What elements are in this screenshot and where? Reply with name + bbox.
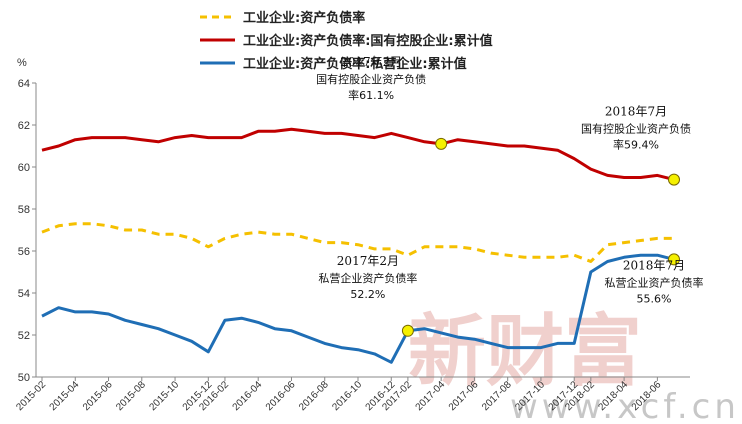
y-tick-label: 58 [18,204,30,216]
annotation-text: 国有控股企业资产负债 [581,122,691,136]
legend-label: 工业企业:资产负债率:国有控股企业:累计值 [243,33,493,49]
x-tick-label: 2016-04 [231,379,265,413]
x-tick-label: 2015-02 [14,379,48,413]
annotation-date: 2017年2月 [337,254,399,268]
legend: 工业企业:资产负债率工业企业:资产负债率:国有控股企业:累计值工业企业:资产负债… [200,10,493,72]
annotation-date: 2018年7月 [623,258,685,272]
y-tick-label: 60 [18,162,30,174]
watermark-url: www.xcf.cn [510,387,740,424]
y-tick-label: 52 [18,330,30,342]
annotations: 2017年2月国有控股企业资产负债率61.1%2018年7月国有控股企业资产负债… [316,55,704,337]
x-tick-label: 2015-06 [81,379,115,413]
annotation-marker [668,173,680,186]
x-tick-label: 2015-08 [114,379,148,413]
x-tick-label: 2015-04 [48,379,82,413]
series-line-2 [41,253,675,364]
annotation-text: 国有控股企业资产负债 [316,72,426,86]
y-tick-label: 54 [18,288,30,300]
annotation-marker [401,324,414,337]
x-tick-label: 2016-08 [297,379,331,413]
annotation-date: 2017年2月 [340,55,402,69]
watermark-chinese: 新财富 [408,306,642,397]
annotation-text: 私营企业资产负债率 [605,275,704,289]
annotation-text: 私营企业资产负债率 [318,271,417,285]
annotation-text: 55.6% [637,292,672,305]
annotation-text: 率59.4% [613,138,659,152]
legend-label: 工业企业:资产负债率:私营企业:累计值 [243,56,467,72]
annotation-marker [435,137,448,150]
annotation-date: 2018年7月 [605,105,667,119]
y-axis-label: % [17,57,27,69]
annotation-marker [668,253,680,266]
y-tick-label: 56 [18,246,30,258]
annotation-text: 52.2% [350,288,385,301]
legend-label: 工业企业:资产负债率 [243,10,365,26]
x-tick-label: 2015-10 [147,379,181,413]
series-line-1 [41,127,675,182]
y-tick-label: 50 [18,372,30,384]
annotation-text: 率61.1% [348,88,394,102]
series-line-0 [41,222,674,263]
y-tick-label: 64 [18,78,30,90]
x-tick-label: 2016-06 [264,379,298,413]
y-tick-label: 62 [18,120,30,132]
series-layer [41,127,675,364]
x-tick-label: 2016-10 [330,379,364,413]
watermark: 新财富 www.xcf.cn [408,306,740,424]
